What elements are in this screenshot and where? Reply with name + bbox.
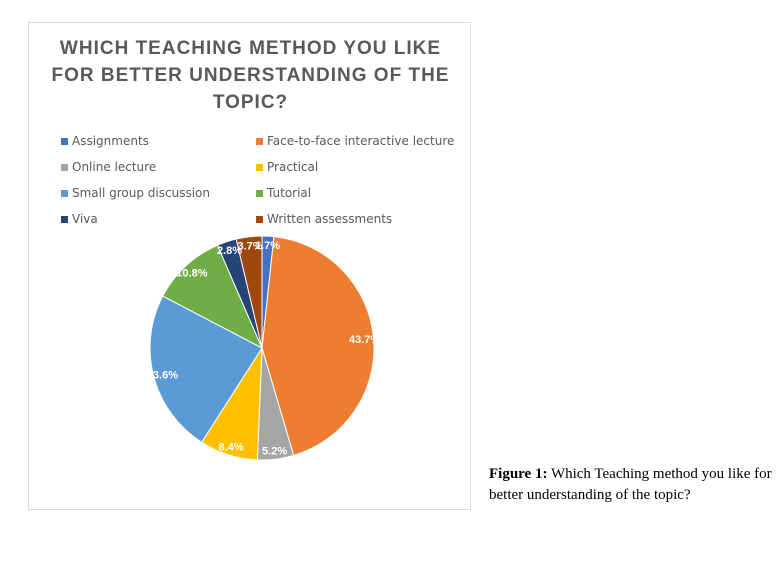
slice-data-label: 2.8% bbox=[217, 245, 242, 257]
legend-item: Practical bbox=[256, 159, 461, 176]
legend-item: Face-to-face interactive lecture bbox=[256, 133, 461, 150]
slice-data-label: 43.7% bbox=[349, 334, 380, 346]
chart-frame: WHICH TEACHING METHOD YOU LIKE FOR BETTE… bbox=[28, 22, 471, 510]
legend-label: Online lecture bbox=[72, 160, 157, 174]
slice-data-label: 10.8% bbox=[176, 268, 207, 280]
legend-item: Assignments bbox=[61, 133, 256, 150]
legend-swatch bbox=[256, 164, 263, 171]
slice-data-label: 8.4% bbox=[219, 441, 244, 453]
caption-label: Figure 1: bbox=[489, 466, 548, 482]
legend-label: Face-to-face interactive lecture bbox=[267, 134, 455, 148]
legend-swatch bbox=[61, 164, 68, 171]
legend-label: Viva bbox=[72, 212, 98, 226]
legend-swatch bbox=[256, 216, 263, 223]
legend-item: Viva bbox=[61, 211, 256, 228]
legend-item: Written assessments bbox=[256, 211, 461, 228]
legend-label: Assignments bbox=[72, 134, 149, 148]
legend-label: Tutorial bbox=[267, 186, 312, 200]
legend-label: Written assessments bbox=[267, 212, 393, 226]
legend-swatch bbox=[256, 190, 263, 197]
slice-data-label: 1.7% bbox=[255, 240, 280, 252]
legend-item: Online lecture bbox=[61, 159, 256, 176]
legend-label: Practical bbox=[267, 160, 319, 174]
pie-slice bbox=[162, 244, 264, 350]
chart-legend: Assignments Face-to-face interactive lect… bbox=[61, 133, 461, 228]
legend-item: Small group discussion bbox=[61, 185, 256, 202]
pie-slice bbox=[235, 235, 263, 349]
chart-title: WHICH TEACHING METHOD YOU LIKE FOR BETTE… bbox=[51, 38, 450, 113]
legend-swatch bbox=[256, 138, 263, 145]
legend-swatch bbox=[61, 138, 68, 145]
caption-text: Which Teaching method you like for bette… bbox=[489, 466, 772, 503]
pie-chart: 1.7% 43.7% 5.2% 8.4% 23.6% 10.8% 2.8%3.7% bbox=[147, 235, 380, 461]
legend-swatch bbox=[61, 216, 68, 223]
pie-slice bbox=[149, 295, 263, 444]
slice-data-label: 5.2% bbox=[262, 445, 287, 457]
slice-data-label: 23.6% bbox=[147, 369, 178, 381]
legend-swatch bbox=[61, 190, 68, 197]
legend-item: Tutorial bbox=[256, 185, 461, 202]
legend-label: Small group discussion bbox=[72, 186, 210, 200]
figure-caption: Figure 1: Which Teaching method you like… bbox=[489, 464, 784, 506]
pie-slice bbox=[261, 236, 375, 457]
slice-data-label: 3.7% bbox=[237, 241, 262, 253]
